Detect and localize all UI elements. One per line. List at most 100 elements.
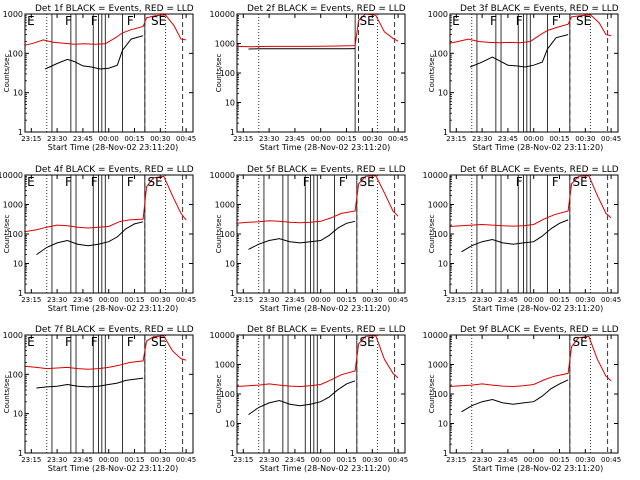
y-tick-label: 1000 <box>428 10 448 19</box>
y-axis-label: Counts/sec <box>3 215 11 254</box>
event-annotation: F <box>65 335 72 349</box>
plot-frame <box>24 334 194 454</box>
panel-title: Det 1f BLACK = Events, RED = LLD <box>35 4 194 14</box>
x-tick-label: 23:45 <box>285 296 305 304</box>
series-line-events <box>469 34 569 68</box>
plot-frame <box>24 13 194 133</box>
x-axis-label: Start Time (28-Nov-02 23:11:20) <box>260 143 390 152</box>
series-line-events <box>248 380 356 416</box>
plot-frame <box>236 334 406 454</box>
event-annotation: SE <box>151 14 166 28</box>
series-line-lld <box>24 175 187 233</box>
event-annotation: SE <box>360 335 375 349</box>
x-tick-label: 00:30 <box>575 135 595 143</box>
y-axis-label: Counts/sec <box>428 54 436 93</box>
y-axis-label: Counts/sec <box>215 215 223 254</box>
event-annotation: SE <box>573 175 588 189</box>
event-annotation: F <box>516 175 523 189</box>
x-tick-label: 23:45 <box>285 456 305 464</box>
panel-det-9: Det 9f BLACK = Events, RED = LLD Counts/s… <box>423 325 622 473</box>
x-tick-label: 23:15 <box>233 296 253 304</box>
y-tick-label: 1 <box>230 449 235 458</box>
event-annotation: SE <box>360 175 375 189</box>
panel-det-3: Det 3f BLACK = Events, RED = LLD Counts/s… <box>428 4 622 152</box>
x-tick-label: 23:30 <box>472 296 492 304</box>
x-tick-label: 00:45 <box>601 456 621 464</box>
plot-frame <box>24 174 194 294</box>
event-annotation: F <box>490 14 497 28</box>
x-tick-label: 00:45 <box>388 296 408 304</box>
event-annotation: F <box>127 335 134 349</box>
x-tick-label: 23:45 <box>498 456 518 464</box>
x-tick-label: 23:30 <box>47 135 67 143</box>
event-annotation: SE <box>576 14 591 28</box>
event-annotation: F <box>127 14 134 28</box>
event-annotation: E <box>27 175 35 189</box>
x-tick-label: 23:30 <box>472 456 492 464</box>
x-tick-label: 00:45 <box>601 135 621 143</box>
x-tick-label: 00:45 <box>176 456 196 464</box>
x-tick-label: 00:15 <box>336 456 356 464</box>
event-annotation: F <box>552 175 559 189</box>
event-annotation: E <box>452 14 460 28</box>
y-tick-label: 10 <box>13 89 23 98</box>
x-tick-label: 00:00 <box>524 296 544 304</box>
series-line-lld <box>449 14 612 44</box>
x-tick-label: 00:30 <box>362 296 382 304</box>
x-tick-label: 00:15 <box>336 296 356 304</box>
x-tick-label: 23:30 <box>47 296 67 304</box>
x-tick-label: 23:30 <box>259 296 279 304</box>
event-annotation: F <box>127 175 134 189</box>
y-tick-label: 1 <box>230 128 235 137</box>
y-tick-label: 1000 <box>3 10 23 19</box>
y-tick-label: 1000 <box>428 201 448 210</box>
x-tick-label: 00:15 <box>124 135 144 143</box>
plot-frame <box>236 13 406 133</box>
plot-frame <box>449 174 619 294</box>
event-annotation: F <box>65 175 72 189</box>
x-tick-label: 00:45 <box>176 296 196 304</box>
y-tick-label: 100 <box>8 370 23 379</box>
y-tick-label: 1000 <box>215 201 235 210</box>
x-tick-label: 00:15 <box>336 135 356 143</box>
y-tick-label: 100 <box>8 230 23 239</box>
y-axis-label: Counts/sec <box>428 215 436 254</box>
x-axis-label: Start Time (28-Nov-02 23:11:20) <box>260 464 390 473</box>
event-annotation: F <box>552 14 559 28</box>
x-tick-label: 00:45 <box>388 456 408 464</box>
plot-frame <box>236 174 406 294</box>
plot-frame <box>449 13 619 133</box>
x-tick-label: 00:15 <box>549 456 569 464</box>
y-tick-label: 100 <box>433 49 448 58</box>
event-annotation: F <box>339 175 346 189</box>
y-tick-label: 1 <box>443 128 448 137</box>
panel-det-5: Det 5f BLACK = Events, RED = LLD Counts/s… <box>210 165 409 313</box>
series-line-events <box>36 377 144 389</box>
x-tick-label: 23:15 <box>233 135 253 143</box>
x-tick-label: 00:30 <box>150 296 170 304</box>
x-tick-label: 00:00 <box>99 296 119 304</box>
x-tick-label: 00:30 <box>575 296 595 304</box>
panel-title: Det 2f BLACK = Events, RED = LLD <box>247 4 406 14</box>
event-annotation: F <box>516 14 523 28</box>
panel-title: Det 4f BLACK = Events, RED = LLD <box>35 165 194 175</box>
x-tick-label: 23:45 <box>73 296 93 304</box>
x-tick-label: 23:30 <box>47 456 67 464</box>
y-axis-label: Counts/sec <box>428 375 436 414</box>
series-line-lld <box>449 175 612 227</box>
series-line-lld <box>236 335 399 388</box>
x-tick-label: 00:00 <box>311 456 331 464</box>
series-line-lld <box>236 175 399 224</box>
x-tick-label: 23:15 <box>21 296 41 304</box>
x-axis-label: Start Time (28-Nov-02 23:11:20) <box>48 143 178 152</box>
y-tick-label: 1000 <box>3 331 23 340</box>
y-tick-label: 1 <box>230 289 235 298</box>
y-tick-label: 10000 <box>210 331 235 340</box>
series-line-events <box>36 221 144 256</box>
x-tick-label: 23:15 <box>233 456 253 464</box>
panel-title: Det 8f BLACK = Events, RED = LLD <box>247 325 406 335</box>
x-tick-label: 00:00 <box>524 456 544 464</box>
series-line-lld <box>24 335 187 370</box>
panel-det-4: Det 4f BLACK = Events, RED = LLD Counts/s… <box>0 165 196 313</box>
